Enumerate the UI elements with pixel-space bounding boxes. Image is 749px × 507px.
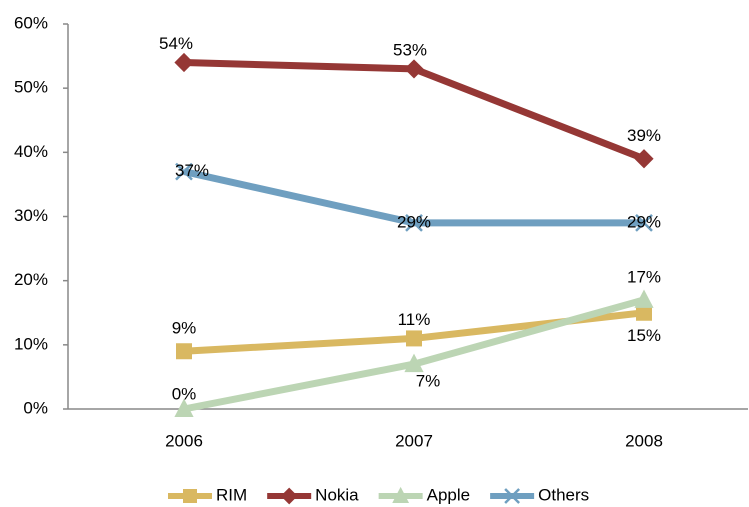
y-tick-label: 50%	[14, 78, 48, 97]
marker	[174, 52, 194, 73]
data-label: 11%	[398, 310, 431, 329]
legend-label: Nokia	[315, 485, 359, 504]
data-label: 53%	[393, 40, 427, 59]
data-label: 39%	[627, 126, 661, 145]
legend-marker	[183, 489, 197, 503]
marker	[634, 149, 654, 169]
marker	[176, 343, 192, 360]
data-label: 29%	[397, 212, 431, 231]
marker	[406, 330, 422, 347]
marker	[174, 398, 194, 417]
data-label: 17%	[627, 267, 661, 286]
y-tick-label: 40%	[14, 142, 48, 161]
data-label: 7%	[416, 372, 441, 391]
legend-label: Apple	[427, 485, 470, 504]
y-tick-label: 60%	[14, 13, 48, 32]
marker	[634, 289, 654, 308]
marker	[404, 59, 424, 79]
y-tick-label: 0%	[23, 398, 48, 417]
legend-label: RIM	[216, 485, 247, 504]
data-label: 0%	[172, 384, 197, 403]
y-tick-label: 30%	[14, 206, 48, 225]
data-label: 29%	[627, 212, 661, 231]
legend-label: Others	[538, 485, 589, 504]
x-tick-label: 2007	[395, 431, 433, 450]
data-label: 9%	[172, 319, 197, 338]
marker	[635, 214, 653, 232]
y-tick-label: 10%	[14, 334, 48, 353]
x-tick-label: 2008	[625, 431, 663, 450]
data-label: 54%	[159, 34, 193, 53]
data-label: 15%	[627, 326, 661, 345]
y-tick-label: 20%	[14, 270, 48, 289]
data-label: 37%	[175, 161, 209, 180]
marker	[636, 304, 652, 321]
legend-marker	[392, 486, 410, 503]
legend-marker	[504, 488, 521, 504]
marker	[404, 353, 424, 373]
x-tick-label: 2006	[165, 431, 203, 450]
marker	[175, 162, 193, 181]
legend-marker	[280, 487, 298, 505]
marker	[405, 214, 423, 232]
